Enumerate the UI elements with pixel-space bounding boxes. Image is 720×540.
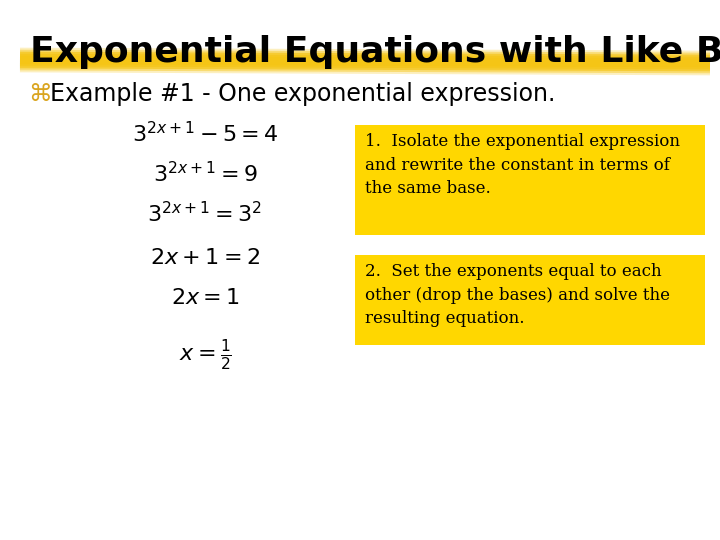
Text: $2x + 1 = 2$: $2x + 1 = 2$ — [150, 247, 260, 269]
Text: $3^{2x+1} = 9$: $3^{2x+1} = 9$ — [153, 163, 258, 187]
Text: ⌘: ⌘ — [28, 82, 52, 106]
Text: Example #1 - One exponential expression.: Example #1 - One exponential expression. — [50, 82, 555, 106]
Bar — [355, 255, 705, 345]
Text: 2.  Set the exponents equal to each
other (drop the bases) and solve the
resulti: 2. Set the exponents equal to each other… — [365, 263, 670, 327]
Text: 1.  Isolate the exponential expression
and rewrite the constant in terms of
the : 1. Isolate the exponential expression an… — [365, 133, 680, 197]
Text: Exponential Equations with Like Bases: Exponential Equations with Like Bases — [30, 35, 720, 69]
Bar — [355, 125, 705, 235]
Text: $x = \frac{1}{2}$: $x = \frac{1}{2}$ — [179, 338, 232, 373]
Text: $3^{2x+1} = 3^2$: $3^{2x+1} = 3^2$ — [148, 202, 263, 227]
Text: $3^{2x+1} - 5 = 4$: $3^{2x+1} - 5 = 4$ — [132, 123, 279, 147]
Text: $2x = 1$: $2x = 1$ — [171, 287, 239, 309]
